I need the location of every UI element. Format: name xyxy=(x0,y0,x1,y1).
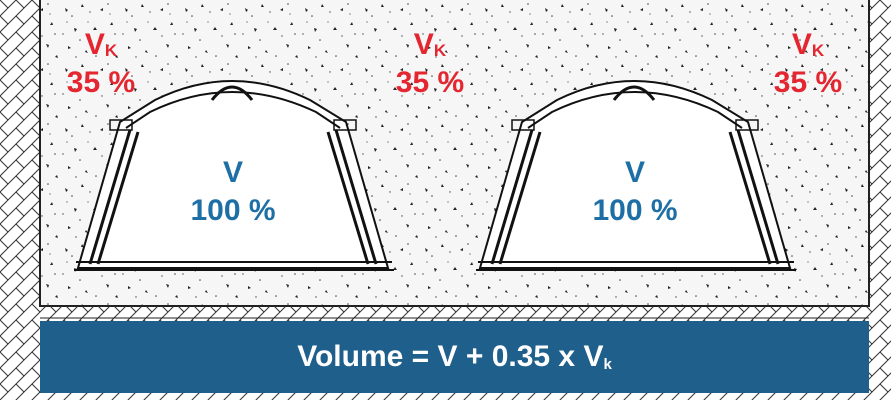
v-percent: 100 % xyxy=(592,194,678,227)
vk-label-middle: VK 35 % xyxy=(385,30,475,98)
vk-percent: 35 % xyxy=(773,66,843,99)
formula-text: Volume = V + 0.35 x V xyxy=(297,340,604,373)
v-label-right: V 100 % xyxy=(580,158,690,226)
formula-subscript: k xyxy=(603,356,612,373)
vk-percent: 35 % xyxy=(66,66,136,99)
vk-label-left: VK 35 % xyxy=(56,30,146,98)
v-symbol: V xyxy=(624,156,645,189)
v-percent: 100 % xyxy=(190,194,276,227)
chamber-left xyxy=(74,80,394,271)
vk-symbol: V xyxy=(791,28,812,61)
chamber-right xyxy=(476,80,796,271)
vk-symbol: V xyxy=(413,28,434,61)
gravel-bed-outline xyxy=(39,0,870,307)
vk-percent: 35 % xyxy=(395,66,465,99)
formula-bar: Volume = V + 0.35 x Vk xyxy=(40,321,869,393)
volume-formula: Volume = V + 0.35 x Vk xyxy=(40,321,869,393)
vk-label-right: VK 35 % xyxy=(763,30,853,98)
v-label-left: V 100 % xyxy=(178,158,288,226)
vk-subscript: K xyxy=(104,41,118,60)
vk-symbol: V xyxy=(84,28,105,61)
v-symbol: V xyxy=(222,156,243,189)
vk-subscript: K xyxy=(811,41,825,60)
vk-subscript: K xyxy=(433,41,447,60)
